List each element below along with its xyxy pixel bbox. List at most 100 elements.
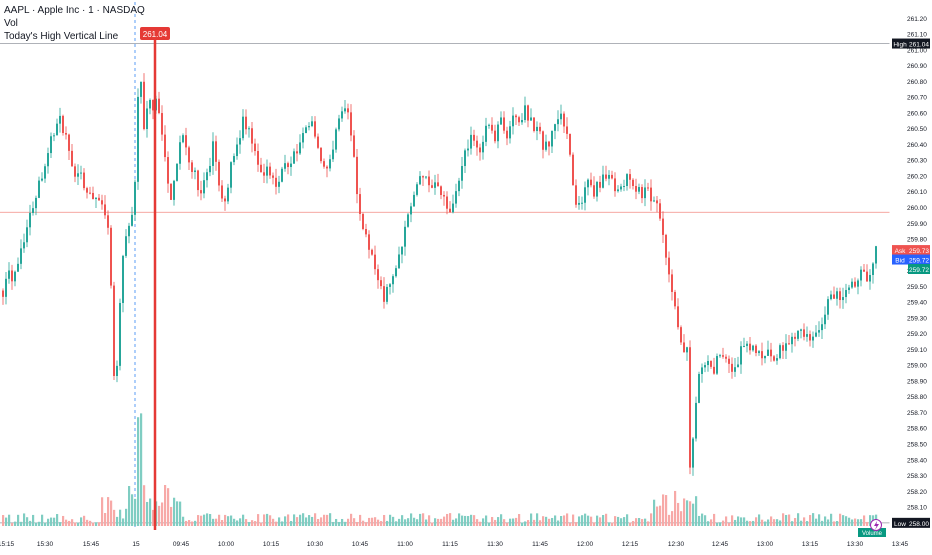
candle-body [164, 134, 166, 158]
candle-body [605, 174, 607, 179]
y-axis-tick-label: 260.40 [907, 142, 927, 149]
bid-label-bg [892, 254, 908, 265]
volume-bar [503, 519, 506, 526]
candle-body [629, 174, 631, 180]
candle-body [41, 178, 43, 181]
volume-label: Volume [862, 531, 883, 537]
x-axis-tick-label: 13:30 [847, 541, 864, 548]
candle-body [110, 227, 112, 286]
candle-body [35, 197, 37, 209]
candle-body [827, 299, 829, 315]
candle-body [146, 108, 148, 130]
candle-body [200, 190, 202, 194]
candle-body [374, 254, 376, 270]
volume-bar [587, 515, 590, 526]
ask-label-bg [892, 245, 908, 256]
candle-body [389, 284, 391, 287]
candle-body [401, 246, 403, 255]
volume-bar [800, 520, 803, 526]
last-price-bg [908, 264, 930, 274]
y-axis-tick-label: 260.30 [907, 158, 927, 165]
candle-body [455, 191, 457, 204]
x-axis-tick-label: 11:15 [442, 541, 458, 548]
volume-bar [578, 516, 581, 526]
volume-bar [593, 522, 596, 526]
volume-bar [653, 499, 656, 526]
x-axis-tick-label: 11:30 [487, 541, 503, 548]
volume-bar [758, 514, 761, 526]
volume-bar [197, 515, 200, 526]
candle-body [290, 163, 292, 168]
volume-bar [461, 515, 464, 526]
volume-bar [203, 514, 206, 526]
volume-bar [455, 518, 458, 526]
candle-body [329, 159, 331, 169]
candle-body [461, 166, 463, 181]
volume-bar [44, 522, 47, 526]
candle-body [791, 336, 793, 345]
candle-body [20, 248, 22, 264]
volume-bar [746, 520, 749, 526]
volume-bar [260, 522, 263, 526]
candle-body [464, 150, 466, 167]
volume-bar [836, 521, 839, 526]
volume-bar [557, 520, 560, 526]
volume-bar [236, 520, 239, 526]
candle-body [644, 187, 646, 199]
candle-body [443, 194, 445, 197]
candle-body [446, 196, 448, 209]
candle-body [206, 172, 208, 181]
symbol-title[interactable]: AAPL · Apple Inc · 1 · NASDAQ [4, 5, 145, 16]
volume-bar [278, 517, 281, 526]
candle-body [872, 263, 874, 275]
candle-body [764, 355, 766, 359]
candle-body [170, 183, 172, 200]
bid-label: Bid [895, 258, 905, 265]
volume-bar [704, 515, 707, 526]
x-axis-tick-label: 12:00 [577, 541, 594, 548]
y-axis-tick-label: 259.30 [907, 315, 927, 322]
candle-body [398, 254, 400, 269]
volume-bar [596, 515, 599, 526]
volume-bar [8, 514, 11, 526]
candle-body [653, 200, 655, 202]
bid-value: 259.72 [909, 258, 929, 265]
candle-body [416, 184, 418, 195]
candle-body [50, 136, 52, 154]
volume-bar [677, 502, 680, 526]
candle-body [776, 358, 778, 361]
candle-body [602, 174, 604, 188]
volume-bar [35, 522, 38, 526]
volume-bar [371, 517, 374, 526]
volume-bar [287, 514, 290, 526]
indicator-label[interactable]: Today's High Vertical Line [4, 31, 119, 42]
volume-bar [764, 521, 767, 526]
candle-body [53, 135, 55, 137]
candle-body [77, 173, 79, 177]
candle-body [263, 172, 265, 176]
candle-body [524, 105, 526, 121]
volume-bar [605, 513, 608, 526]
candle-body [425, 176, 427, 178]
volume-bar [509, 518, 512, 526]
y-axis-tick-label: 259.20 [907, 331, 927, 338]
candle-body [866, 271, 868, 282]
volume-bar [242, 514, 245, 526]
volume-indicator-label[interactable]: Vol [4, 18, 18, 29]
volume-bar [245, 519, 248, 526]
volume-bar [815, 518, 818, 526]
volume-bar [95, 522, 98, 526]
volume-bar [254, 521, 257, 526]
volume-bar [398, 518, 401, 526]
x-axis-tick-label: 12:45 [712, 541, 729, 548]
volume-bar [542, 516, 545, 526]
volume-bar [719, 522, 722, 526]
volume-bar [434, 518, 437, 526]
candle-body [806, 334, 808, 337]
volume-bar [446, 513, 449, 526]
volume-bar [182, 516, 185, 526]
volume-bar [854, 518, 857, 526]
candle-body [794, 336, 796, 339]
